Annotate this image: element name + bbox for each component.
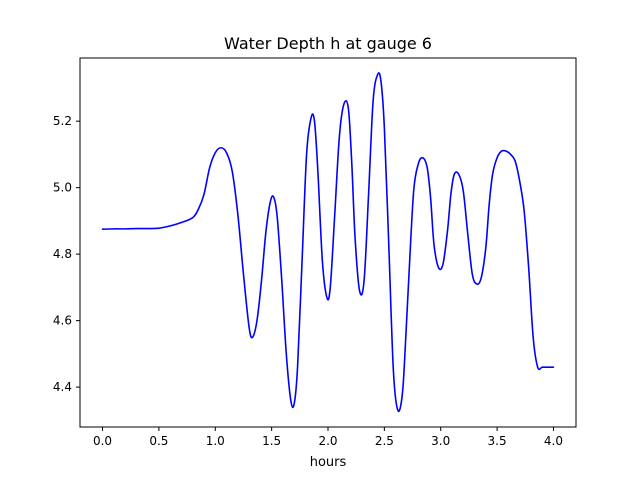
x-axis-label: hours — [310, 455, 347, 470]
x-tick-label: 1.0 — [206, 434, 225, 448]
y-tick-label: 5.0 — [53, 181, 72, 195]
x-tick-label: 1.5 — [262, 434, 281, 448]
plot-area — [101, 72, 555, 413]
series-line — [101, 72, 555, 413]
axes-frame — [79, 57, 577, 428]
y-tick-label: 4.6 — [53, 314, 72, 328]
y-tick-label: 5.2 — [53, 114, 72, 128]
x-tick-label: 4.0 — [544, 434, 563, 448]
x-tick-label: 2.0 — [318, 434, 337, 448]
x-tick-label: 0.0 — [93, 434, 112, 448]
x-tick-label: 0.5 — [149, 434, 168, 448]
y-tick-label: 4.8 — [53, 247, 72, 261]
x-tick-label: 3.5 — [488, 434, 507, 448]
x-tick-label: 2.5 — [375, 434, 394, 448]
x-tick-label: 3.0 — [431, 434, 450, 448]
chart-title: Water Depth h at gauge 6 — [224, 34, 432, 53]
y-tick-label: 4.4 — [53, 380, 72, 394]
axis-ticks: 0.0 0.5 1.0 1.5 2.0 2.5 3.0 3.5 4.0 4.4 4.6 4.8 5.0 5… — [53, 114, 563, 448]
